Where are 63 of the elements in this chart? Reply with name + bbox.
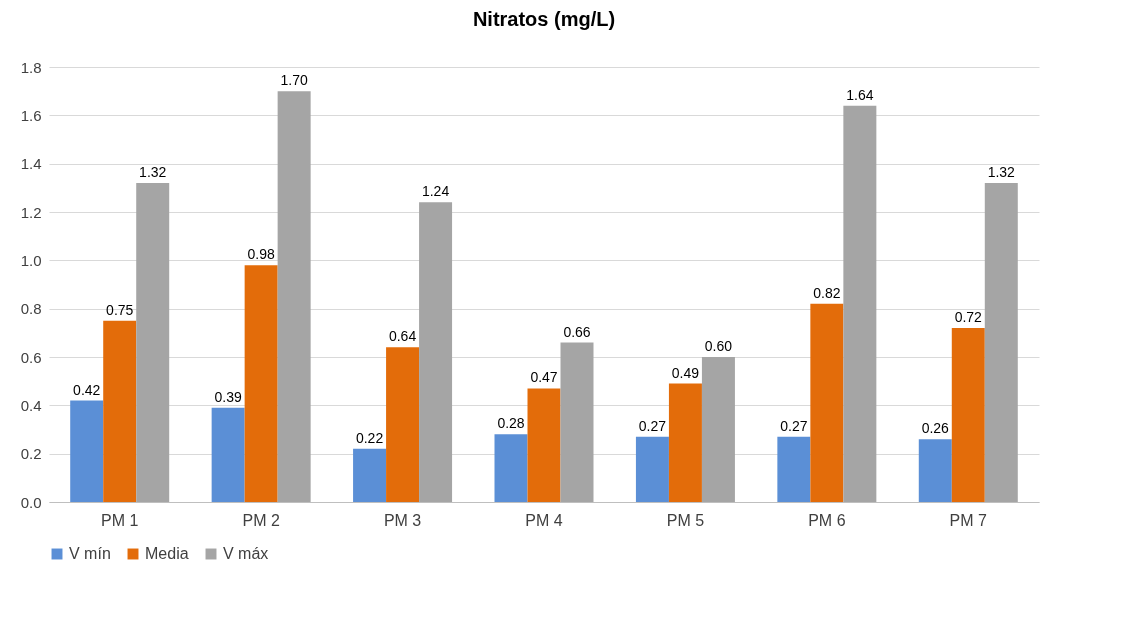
- x-tick-label: PM 5: [666, 511, 705, 529]
- bar: [560, 342, 594, 502]
- legend-label: Media: [145, 545, 189, 562]
- data-label: 1.70: [280, 72, 308, 89]
- y-tick-label: 0.6: [20, 348, 42, 366]
- data-label: 0.66: [563, 323, 591, 340]
- y-tick-label: 1.0: [20, 251, 42, 269]
- data-label: 0.27: [780, 417, 808, 434]
- x-tick-label: PM 4: [525, 511, 563, 529]
- data-label: 0.22: [355, 429, 384, 446]
- data-label: 0.64: [388, 328, 417, 345]
- x-tick-label: PM 3: [383, 511, 422, 529]
- data-label: 0.27: [638, 417, 667, 434]
- x-tick-label: PM 1: [101, 511, 139, 529]
- bar: [701, 357, 735, 502]
- y-tick-label: 1.8: [20, 58, 42, 76]
- bar: [810, 303, 844, 502]
- bar: [984, 183, 1018, 502]
- y-tick-label: 1.6: [20, 106, 42, 124]
- bar: [244, 265, 278, 502]
- data-label: 1.32: [139, 164, 167, 180]
- data-label: 1.32: [987, 164, 1016, 180]
- x-tick-label: PM 7: [949, 511, 988, 529]
- y-tick-label: 0.2: [20, 445, 42, 463]
- data-label: 0.75: [106, 301, 134, 318]
- data-label: 1.24: [421, 183, 450, 200]
- chart-title: Nitratos (mg/L): [472, 8, 616, 30]
- bar: [353, 448, 387, 502]
- bar: [668, 383, 702, 502]
- data-label: 0.28: [497, 415, 525, 432]
- bar: [951, 328, 985, 502]
- data-label: 0.82: [813, 284, 841, 301]
- data-label: 0.60: [704, 338, 733, 354]
- legend-label: V máx: [223, 545, 269, 562]
- data-label: 0.98: [247, 246, 275, 263]
- bar: [211, 407, 245, 502]
- bar: [527, 388, 561, 502]
- data-label: 0.47: [530, 369, 558, 386]
- bar: [843, 105, 877, 502]
- bar: [635, 436, 669, 502]
- y-tick-label: 1.4: [20, 155, 42, 173]
- bar: [277, 91, 311, 502]
- bar: [103, 320, 137, 502]
- x-tick-label: PM 2: [242, 511, 280, 529]
- y-tick-label: 0.4: [20, 396, 42, 414]
- bar: [136, 183, 170, 502]
- y-tick-label: 0.8: [20, 300, 42, 318]
- data-label: 0.39: [214, 388, 242, 405]
- legend-label: V mín: [69, 545, 111, 562]
- data-label: 0.42: [73, 381, 101, 398]
- data-label: 0.72: [954, 309, 983, 325]
- bar: [419, 202, 453, 502]
- data-label: 0.49: [671, 364, 700, 381]
- bar: [777, 436, 811, 502]
- bar: [494, 434, 528, 502]
- data-label: 1.64: [846, 86, 874, 103]
- bar: [386, 347, 420, 502]
- bar: [70, 400, 104, 502]
- bar: [918, 439, 952, 502]
- y-tick-label: 0.0: [20, 493, 42, 511]
- x-tick-label: PM 6: [808, 511, 846, 529]
- data-label: 0.26: [921, 420, 950, 437]
- y-tick-label: 1.2: [20, 203, 42, 221]
